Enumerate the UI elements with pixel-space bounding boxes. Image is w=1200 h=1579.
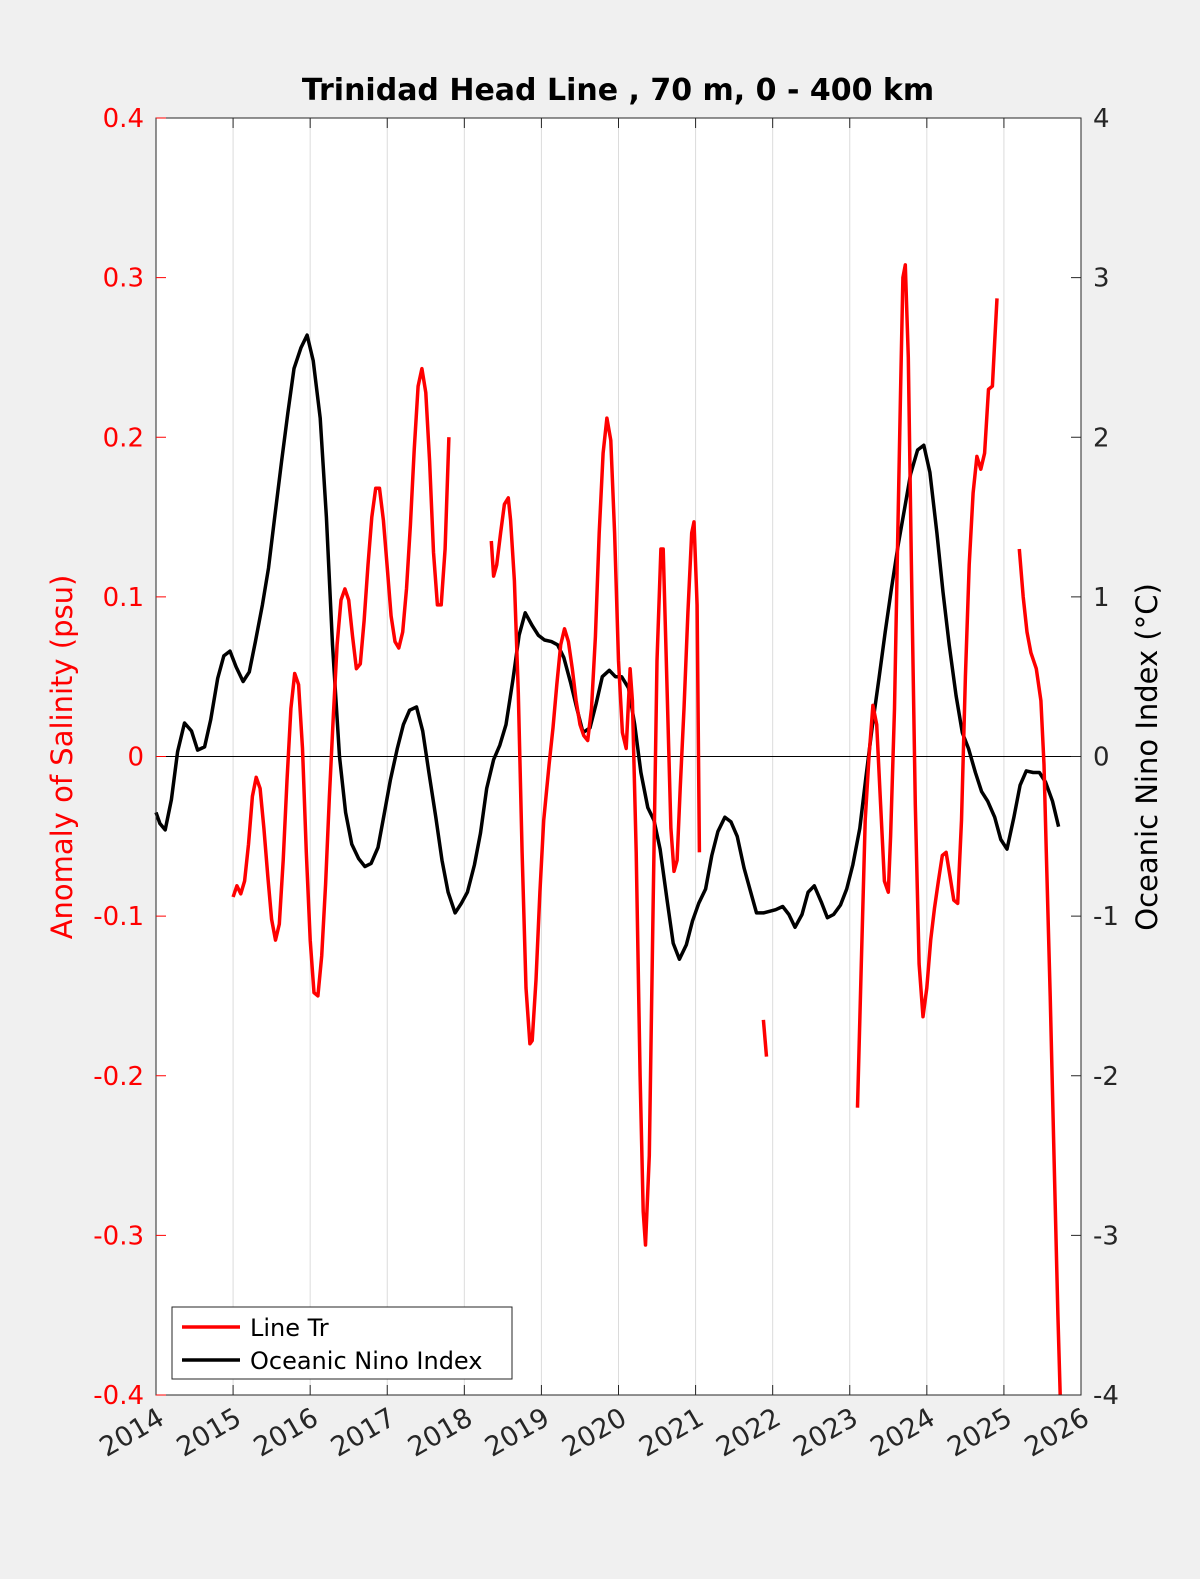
legend-box [171, 1306, 513, 1380]
x-tick-label: 2016 [249, 1402, 324, 1463]
y-left-tick-label: 0.4 [103, 104, 144, 134]
y-right-tick-label: -3 [1093, 1221, 1119, 1251]
x-tick-label: 2026 [1019, 1402, 1094, 1463]
series-oni-line [154, 333, 1061, 961]
x-tick-label: 2023 [788, 1402, 863, 1463]
legend: Line Tr Oceanic Nino Index [171, 1306, 513, 1380]
legend-label-oni: Oceanic Nino Index [250, 1347, 482, 1375]
y-left-tick-label: 0.1 [103, 583, 144, 613]
series-line-tr-segment [855, 263, 999, 1108]
y-right-tick-label: 1 [1093, 583, 1110, 613]
x-tick-label: 2021 [634, 1402, 709, 1463]
y-axis-right-label: Oceanic Nino Index (°C) [1130, 583, 1164, 931]
x-tick-label: 2014 [94, 1402, 169, 1463]
y-axis-left-label: Anomaly of Salinity (psu) [45, 575, 79, 940]
y-right-tick-label: 3 [1093, 264, 1110, 294]
series-line-tr-segment [231, 366, 451, 998]
chart-title: Trinidad Head Line , 70 m, 0 - 400 km [302, 73, 934, 108]
x-tick-label: 2018 [403, 1402, 478, 1463]
y-right-tick-label: -1 [1093, 902, 1119, 932]
x-tick-label: 2022 [711, 1402, 786, 1463]
series-line-tr-segment [761, 1019, 769, 1057]
series-line-tr-segment [1017, 548, 1062, 1396]
y-right-tick-label: 4 [1093, 104, 1110, 134]
y-right-tick-label: 0 [1093, 743, 1110, 773]
y-right-tick-label: -4 [1093, 1381, 1119, 1411]
series-line-tr-segment [489, 416, 702, 1247]
y-left-tick-label: -0.4 [93, 1381, 144, 1411]
y-left-tick-label: 0.2 [103, 423, 144, 453]
y-left-tick-label: -0.1 [93, 902, 144, 932]
y-right-tick-label: -2 [1093, 1062, 1119, 1092]
y-left-tick-label: 0.3 [103, 264, 144, 294]
y-left-tick-label: -0.2 [93, 1062, 144, 1092]
x-tick-label: 2025 [942, 1402, 1017, 1463]
series-layer [154, 263, 1062, 1396]
x-tick-label: 2024 [865, 1402, 940, 1463]
legend-label-line-tr: Line Tr [250, 1314, 329, 1342]
y-left-tick-label: 0 [127, 743, 144, 773]
x-tick-label: 2020 [557, 1402, 632, 1463]
x-tick-label: 2019 [480, 1402, 555, 1463]
y-left-tick-label: -0.3 [93, 1221, 144, 1251]
x-tick-label: 2017 [326, 1402, 401, 1463]
x-tick-label: 2015 [172, 1402, 247, 1463]
y-right-tick-label: 2 [1093, 423, 1110, 453]
